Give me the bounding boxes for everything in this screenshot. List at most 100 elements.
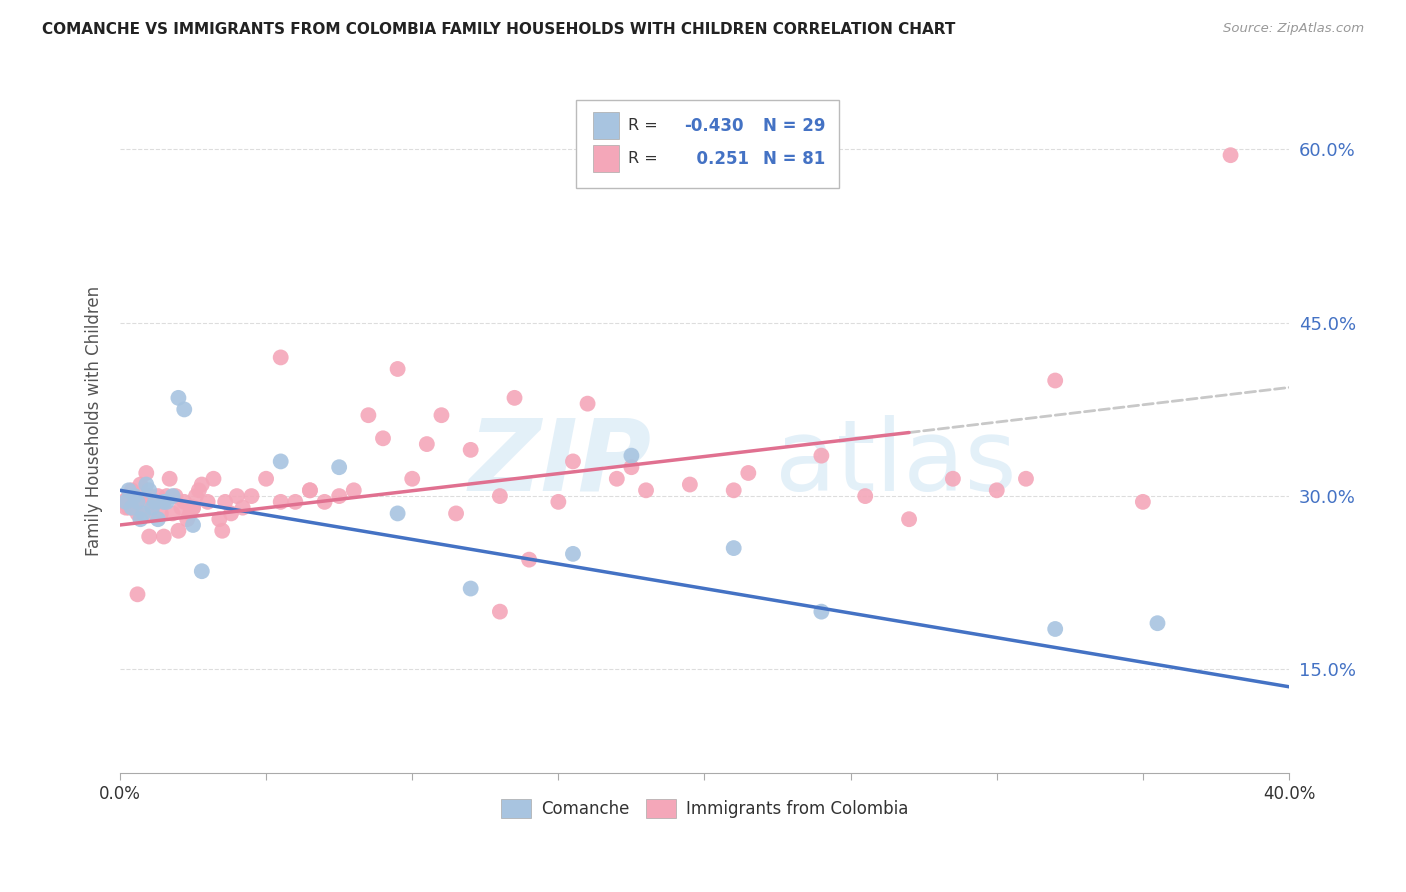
Point [240,489,263,503]
Point [214,495,236,509]
Point [132,495,155,509]
Point [153,529,176,543]
Point [328,460,350,475]
Point [141,507,163,521]
Point [138,483,160,498]
Point [208,512,231,526]
Text: -0.430: -0.430 [685,117,744,135]
Point [202,472,225,486]
Text: R =: R = [628,118,664,133]
Point [146,489,169,503]
Text: 0.251: 0.251 [685,150,748,168]
Point [127,507,149,521]
Point [986,483,1008,498]
Text: R =: R = [628,152,664,166]
Point [219,507,242,521]
Point [138,529,160,543]
Point [562,454,585,468]
FancyBboxPatch shape [593,112,619,139]
Text: ZIP: ZIP [468,415,652,512]
Point [679,477,702,491]
Point [162,489,184,503]
Text: atlas: atlas [775,415,1017,512]
Point [328,489,350,503]
Text: COMANCHE VS IMMIGRANTS FROM COLOMBIA FAMILY HOUSEHOLDS WITH CHILDREN CORRELATION: COMANCHE VS IMMIGRANTS FROM COLOMBIA FAM… [42,22,956,37]
Point [343,483,366,498]
Point [606,472,628,486]
Point [162,507,184,521]
Point [156,489,179,503]
Point [270,454,292,468]
Point [118,483,141,498]
Point [723,541,745,555]
Text: N = 81: N = 81 [763,150,825,168]
Point [284,495,307,509]
FancyBboxPatch shape [593,145,619,172]
Point [156,495,179,509]
Point [118,500,141,515]
Point [187,483,209,498]
Text: N = 29: N = 29 [763,117,825,135]
Point [270,495,292,509]
Point [1015,472,1038,486]
Point [489,605,512,619]
Point [1043,374,1066,388]
Point [146,512,169,526]
Point [737,466,759,480]
Point [942,472,965,486]
Point [225,489,247,503]
Point [460,442,482,457]
Point [111,495,134,509]
Point [460,582,482,596]
Point [129,477,152,491]
Point [170,500,193,515]
Point [416,437,439,451]
Point [114,495,136,509]
Point [1219,148,1241,162]
Point [153,495,176,509]
Point [118,489,141,503]
Point [430,408,453,422]
Point [138,489,160,503]
Point [127,495,149,509]
Point [121,500,143,515]
Point [176,512,198,526]
Point [124,500,146,515]
Point [179,507,201,521]
Point [254,472,277,486]
Point [181,500,204,515]
Point [167,391,190,405]
Point [1146,616,1168,631]
Point [898,512,921,526]
Point [371,431,394,445]
Point [298,483,321,498]
Point [184,489,207,503]
Point [387,362,409,376]
Point [149,507,172,521]
Point [173,402,195,417]
Point [517,552,540,566]
Point [135,477,157,491]
Point [444,507,467,521]
Point [191,477,214,491]
Point [191,564,214,578]
Point [121,483,143,498]
Point [129,512,152,526]
Point [853,489,876,503]
Point [165,489,187,503]
Point [810,605,832,619]
Point [489,489,512,503]
Point [357,408,380,422]
Point [620,460,643,475]
Point [153,495,176,509]
Point [810,449,832,463]
Point [132,507,155,521]
Point [387,507,409,521]
Y-axis label: Family Households with Children: Family Households with Children [86,286,103,556]
Point [197,495,219,509]
Point [135,466,157,480]
Point [270,351,292,365]
Point [547,495,569,509]
FancyBboxPatch shape [576,100,839,188]
Point [173,495,195,509]
